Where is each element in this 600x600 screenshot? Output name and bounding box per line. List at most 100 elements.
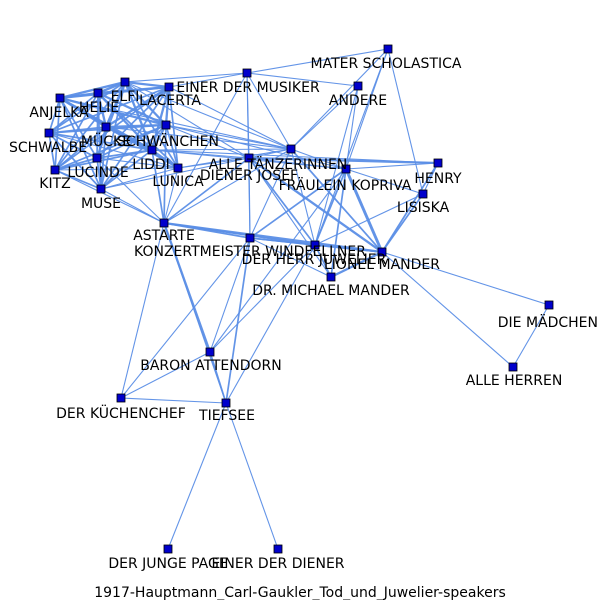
edge-schwaenchen--kitz: [54, 124, 167, 171]
edge-kitz--lunica: [54, 167, 179, 171]
edge-lionel-mander--alle-herren: [381, 251, 514, 368]
graph-title: 1917-Hauptmann_Carl-Gaukler_Tod_und_Juwe…: [94, 585, 506, 600]
edge-schwaenchen--astarte: [163, 124, 167, 224]
edge-baron-attendorn--tiefsee: [209, 351, 227, 404]
edge-baron-attendorn--der-kuechenchef: [120, 351, 211, 399]
edge-der-herr-juwelier--tiefsee: [225, 244, 316, 404]
node-label-alle-taenzerinnen: ALLE TÄNZERINNEN: [209, 155, 348, 173]
edge-die-maedchen--alle-herren: [512, 304, 550, 368]
edge-elfi--lacerta: [124, 80, 170, 89]
edge-diener-josef--konzertmeister-windfellner: [248, 157, 251, 239]
node-fraeulein-kopriva: [341, 164, 351, 174]
node-muse: [96, 184, 106, 194]
node-label-fraeulein-kopriva: FRÄULEIN KOPRIVA: [279, 176, 412, 194]
node-kitz: [50, 165, 60, 175]
edge-andere--alle-taenzerinnen: [290, 85, 359, 150]
node-label-alle-herren: ALLE HERREN: [466, 373, 563, 389]
node-tiefsee: [221, 398, 231, 408]
edge-lucinde--lunica: [96, 157, 179, 169]
edge-schwaenchen--lunica: [165, 124, 179, 169]
node-label-lionel-mander: LIONEL MANDER: [324, 257, 440, 273]
edge-layer: [48, 48, 550, 550]
edge-diener-josef--dr-michael-mander: [248, 157, 332, 278]
node-anjelka: [55, 93, 65, 103]
edge-lacerta--schwaenchen: [164, 86, 171, 126]
edge-liddi--alle-taenzerinnen: [151, 148, 292, 151]
edge-lionel-mander--dr-michael-mander: [330, 250, 383, 279]
node-lisiska: [418, 189, 428, 199]
node-label-dr-michael-mander: DR. MICHAEL MANDER: [252, 283, 410, 299]
edge-einer-der-musiker--andere: [246, 72, 359, 87]
edge-astarte--lionel-mander: [163, 221, 383, 254]
node-label-lisiska: LISISKA: [397, 200, 450, 216]
node-label-elfi: ELFI: [111, 89, 140, 105]
node-layer: [44, 44, 554, 554]
edge-henry--lionel-mander: [381, 162, 439, 253]
edge-einer-der-musiker--astarte: [163, 72, 248, 224]
node-dr-michael-mander: [326, 272, 336, 282]
node-label-konzertmeister-windfellner: KONZERTMEISTER WINDFELLNER: [134, 244, 366, 260]
edge-lacerta--schwalbe: [48, 86, 170, 134]
edge-lunica--astarte: [163, 167, 179, 224]
node-label-lunica: LUNICA: [152, 174, 204, 190]
edge-diener-josef--lionel-mander: [248, 157, 383, 253]
edge-diener-josef--fraeulein-kopriva: [248, 157, 347, 170]
node-alle-herren: [508, 362, 518, 372]
edge-konzertmeister-windfellner--baron-attendorn: [209, 237, 251, 353]
node-der-herr-juwelier: [310, 240, 320, 250]
edge-helie--elfi: [97, 80, 126, 95]
edge-diener-josef--henry: [248, 156, 439, 165]
edge-lisiska--lionel-mander: [381, 193, 424, 253]
node-henry: [433, 158, 443, 168]
edge-diener-josef--der-herr-juwelier: [248, 157, 316, 246]
node-label-muecke: MÜCKE: [81, 132, 131, 150]
node-label-henry: HENRY: [414, 171, 462, 187]
node-label-kitz: KITZ: [39, 176, 70, 192]
node-label-lucinde: LUCINDE: [67, 165, 128, 181]
node-label-baron-attendorn: BARON ATTENDORN: [140, 358, 282, 374]
edge-lunica--alle-taenzerinnen: [177, 148, 292, 169]
node-label-der-herr-juwelier: DER HERR JUWELIER: [242, 252, 387, 268]
edge-elfi--einer-der-musiker: [124, 72, 248, 83]
edge-muse--astarte: [100, 188, 165, 224]
node-helie: [93, 88, 103, 98]
node-muecke: [101, 122, 111, 132]
edge-alle-taenzerinnen--lionel-mander: [290, 148, 383, 253]
edge-einer-der-musiker--alle-taenzerinnen: [246, 72, 292, 150]
edge-lisiska--der-herr-juwelier: [314, 193, 424, 246]
edge-elfi--schwalbe: [48, 81, 126, 134]
edge-lucinde--kitz: [54, 157, 98, 171]
edge-schwalbe--lucinde: [48, 132, 98, 159]
edge-alle-taenzerinnen--konzertmeister-windfellner: [249, 148, 292, 239]
node-label-die-maedchen: DIE MÄDCHEN: [498, 313, 598, 331]
node-lunica: [173, 163, 183, 173]
node-lionel-mander: [377, 247, 387, 257]
edge-lacerta--alle-taenzerinnen: [168, 86, 292, 150]
edge-fraeulein-kopriva--baron-attendorn: [209, 168, 347, 353]
node-mater-scholastica: [383, 44, 393, 54]
edge-fraeulein-kopriva--henry: [345, 162, 439, 170]
edge-mater-scholastica--lisiska: [387, 48, 424, 195]
node-label-einer-der-musiker: EINER DER MUSIKER: [176, 80, 320, 96]
node-label-muse: MUSE: [81, 196, 121, 212]
edge-einer-der-musiker--mater-scholastica: [246, 48, 389, 74]
edge-astarte--der-kuechenchef: [120, 222, 165, 399]
edge-schwaenchen--diener-josef: [165, 124, 250, 159]
edge-muse--lunica: [100, 167, 179, 190]
node-der-junge-page: [163, 544, 173, 554]
edge-anjelka--muse: [59, 97, 102, 190]
node-label-mater-scholastica: MATER SCHOLASTICA: [311, 56, 462, 72]
edge-der-kuechenchef--tiefsee: [120, 397, 227, 404]
edge-fraeulein-kopriva--dr-michael-mander: [330, 168, 347, 278]
node-lacerta: [164, 82, 174, 92]
edge-diener-josef--astarte: [163, 157, 250, 224]
edge-fraeulein-kopriva--der-herr-juwelier: [314, 168, 347, 246]
edge-liddi--kitz: [54, 149, 153, 171]
edge-kitz--astarte: [54, 169, 165, 224]
edge-schwalbe--kitz: [48, 132, 56, 171]
edge-elfi--kitz: [54, 81, 126, 171]
edge-elfi--lucinde: [96, 81, 126, 159]
node-der-kuechenchef: [116, 393, 126, 403]
node-schwalbe: [44, 128, 54, 138]
edge-alle-taenzerinnen--diener-josef: [248, 148, 292, 159]
